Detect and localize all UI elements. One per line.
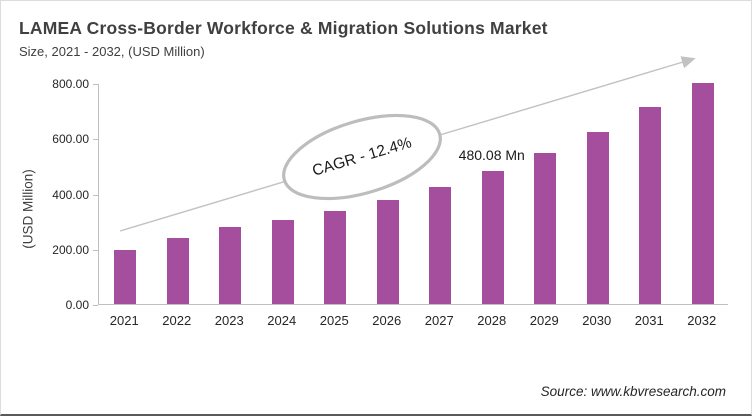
bar-2031 — [639, 107, 662, 304]
x-label-2027: 2027 — [424, 313, 454, 328]
plot-area — [98, 83, 728, 305]
x-label-2031: 2031 — [634, 313, 664, 328]
bar-2028 — [481, 171, 504, 304]
x-label-2024: 2024 — [267, 313, 297, 328]
chart-header: LAMEA Cross-Border Workforce & Migration… — [19, 18, 548, 59]
chart-subtitle: Size, 2021 - 2032, (USD Million) — [19, 44, 205, 59]
y-tick-label-0.00: 0.00 — [65, 298, 89, 312]
y-tick-mark — [93, 194, 98, 196]
bar-2021 — [114, 250, 137, 304]
bar-2025 — [324, 211, 347, 304]
bar-2030 — [586, 132, 609, 304]
x-label-2030: 2030 — [582, 313, 612, 328]
y-axis-title: (USD Million) — [20, 169, 36, 249]
source-credit: Source: www.kbvresearch.com — [540, 384, 726, 399]
x-axis-labels: 2021 2022 2023 2024 2025 2026 2027 2028 2029 2030… — [98, 313, 728, 331]
x-label-2029: 2029 — [529, 313, 559, 328]
bar-2032 — [691, 83, 714, 304]
bar-2026 — [376, 200, 399, 304]
y-tick-mark — [93, 139, 98, 141]
x-label-2028: 2028 — [477, 313, 507, 328]
chart-title: LAMEA Cross-Border Workforce & Migration… — [19, 18, 548, 38]
x-label-2022: 2022 — [162, 313, 192, 328]
x-label-2025: 2025 — [319, 313, 349, 328]
y-tick-mark — [93, 84, 98, 85]
bar-2022 — [166, 238, 189, 304]
x-label-2021: 2021 — [109, 313, 139, 328]
y-tick-mark — [93, 249, 98, 251]
y-tick-label-600.00: 600.00 — [52, 132, 89, 147]
x-label-2023: 2023 — [214, 313, 244, 328]
x-label-2032: 2032 — [687, 313, 717, 328]
bar-2029 — [534, 153, 557, 304]
x-label-2026: 2026 — [372, 313, 402, 328]
y-tick-label-800.00: 800.00 — [52, 77, 89, 91]
y-tick-label-400.00: 400.00 — [52, 187, 89, 202]
value-callout: 480.08 Mn — [458, 147, 525, 163]
y-tick-label-200.00: 200.00 — [52, 242, 89, 257]
y-tick-mark — [93, 305, 98, 306]
bar-2023 — [219, 227, 242, 304]
bar-2027 — [429, 187, 452, 304]
bar-2024 — [271, 220, 294, 304]
